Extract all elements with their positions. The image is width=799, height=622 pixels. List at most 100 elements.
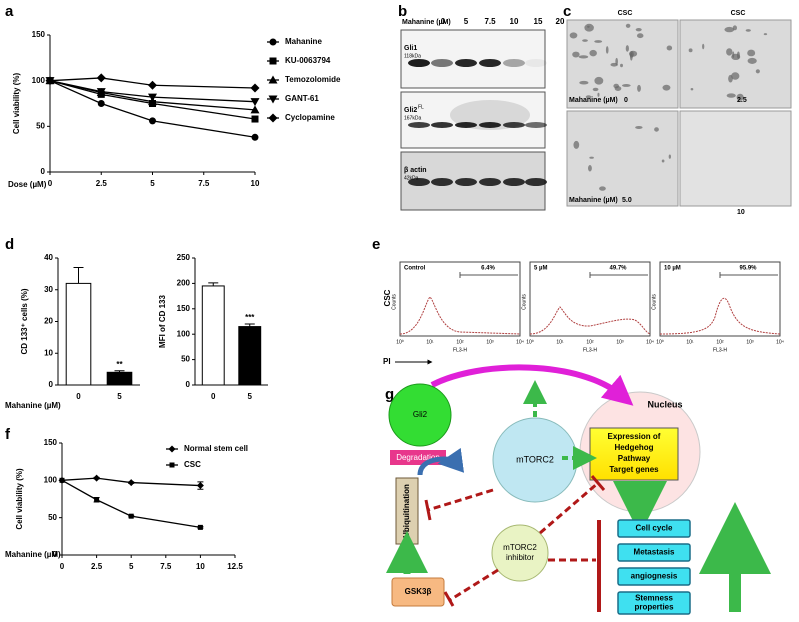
- cell-cluster: [621, 84, 631, 87]
- x-tick-label: 5: [248, 392, 253, 401]
- x-tick-label: 0: [211, 392, 216, 401]
- band: [455, 122, 477, 128]
- x-axis-label: FL3-H: [713, 347, 727, 353]
- image-header: CSC: [618, 10, 633, 17]
- band: [503, 178, 525, 186]
- line: [49, 77, 256, 89]
- cell-cluster: [594, 76, 604, 85]
- cell-cluster: [747, 57, 757, 64]
- marker: [251, 115, 259, 123]
- legend-label: KU-0063794: [285, 56, 331, 65]
- band: [455, 178, 477, 186]
- y-tick-label: 250: [177, 253, 191, 262]
- x-axis-label: Mahanine (µM): [5, 401, 61, 410]
- y-axis-label: Counts: [521, 294, 527, 310]
- marker: [59, 477, 65, 483]
- cell-cluster: [636, 33, 644, 39]
- marker: [45, 76, 55, 86]
- node-label: GSK3β: [405, 587, 432, 596]
- dose-label: 2.5: [737, 97, 747, 104]
- marker: [250, 105, 260, 114]
- marker: [96, 88, 106, 97]
- x-tick-label: 10⁴: [776, 339, 784, 345]
- marker: [93, 474, 101, 482]
- band: [503, 59, 525, 67]
- band: [503, 122, 525, 128]
- marker: [97, 100, 105, 107]
- cell-cluster: [629, 52, 633, 61]
- panel-label: b: [398, 3, 407, 20]
- gate-percent: 95.9%: [739, 266, 757, 272]
- marker: [148, 93, 157, 102]
- node-label: Cell cycle: [636, 524, 673, 533]
- panel-label: g: [385, 386, 394, 403]
- x-tick-label: 7.5: [160, 562, 172, 571]
- cell-cluster: [688, 48, 693, 53]
- marker: [128, 513, 134, 519]
- band: [431, 178, 453, 186]
- marker: [94, 497, 100, 503]
- x-tick-label: 2.5: [96, 179, 108, 188]
- dose-label: 10: [510, 17, 519, 26]
- gate-percent: 6.4%: [481, 266, 495, 272]
- x-tick-label: 10⁴: [516, 339, 524, 345]
- x-tick-label: 10²: [716, 339, 724, 345]
- cell-cluster: [592, 87, 599, 92]
- y-tick-label: 100: [44, 475, 58, 484]
- dose-label: 7.5: [484, 17, 496, 26]
- marker: [196, 482, 204, 490]
- x-axis-label: Mahanine (µM): [5, 550, 61, 559]
- cell-cluster: [666, 45, 673, 51]
- y-tick-label: 40: [44, 253, 53, 262]
- inhibition: [590, 475, 606, 491]
- protein-superscript: FL: [418, 104, 424, 110]
- line: [49, 80, 256, 138]
- y-axis-label: Counts: [391, 294, 397, 310]
- micrograph: [679, 110, 792, 207]
- panel-label: f: [5, 426, 11, 443]
- cell-cluster: [610, 62, 618, 67]
- y-tick-label: 0: [41, 167, 46, 176]
- legend-marker: [269, 38, 277, 46]
- marker: [197, 524, 203, 530]
- micrograph: [566, 110, 679, 207]
- y-tick-label: 100: [32, 76, 46, 85]
- legend-label: Cyclopamine: [285, 113, 335, 122]
- dose-label: 5.0: [622, 197, 632, 204]
- marker: [127, 479, 135, 487]
- cell-cluster: [625, 23, 631, 28]
- node-label: inhibitor: [506, 553, 534, 562]
- node-label: properties: [634, 603, 674, 612]
- gate-percent: 49.7%: [609, 266, 627, 272]
- bar: [238, 326, 262, 386]
- protein-size: 167kDa: [404, 115, 421, 121]
- bar: [106, 371, 133, 386]
- x-tick-label: 5: [117, 392, 122, 401]
- x-tick-label: 10: [251, 179, 260, 188]
- band: [525, 122, 547, 128]
- node-label: Metastasis: [634, 548, 675, 557]
- legend-label: Temozolomide: [285, 75, 341, 84]
- cell-cluster: [637, 84, 641, 92]
- outcomes: Cell cycle Metastasis angiognesis Stemnessp…: [617, 519, 691, 615]
- y-tick-label: 100: [177, 329, 191, 338]
- error-bar: [208, 282, 219, 286]
- x-tick-label: 0: [48, 179, 53, 188]
- legend-label: Mahanine: [285, 37, 322, 46]
- x-tick-label: 2.5: [91, 562, 103, 571]
- dose-label: 15: [534, 17, 543, 26]
- y-tick-label: 0: [186, 380, 191, 389]
- y-tick-label: 200: [177, 279, 191, 288]
- protein-name: β actin: [404, 167, 427, 174]
- node-label: mTORC2: [516, 454, 554, 464]
- marker: [250, 83, 260, 93]
- significance: ***: [245, 313, 255, 322]
- cell-cluster: [579, 80, 589, 85]
- node-label: Stemness: [635, 594, 673, 603]
- line: [49, 80, 256, 103]
- y-tick-label: 0: [53, 550, 58, 559]
- cell-cluster: [635, 27, 642, 32]
- cell-cluster: [731, 53, 741, 61]
- inhibition: [427, 488, 494, 512]
